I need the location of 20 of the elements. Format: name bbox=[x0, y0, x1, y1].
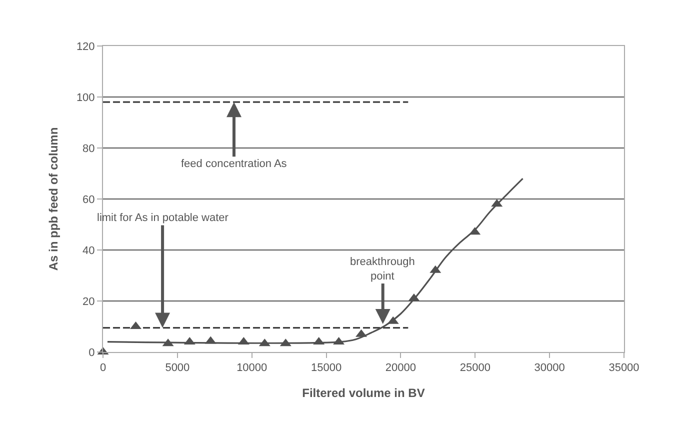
y-tick-label: 40 bbox=[82, 244, 95, 257]
y-tick-label: 20 bbox=[82, 296, 95, 308]
annotation: feed concentration As bbox=[181, 158, 288, 170]
annotation: limit for As in potable water bbox=[97, 212, 229, 224]
y-tick-label: 60 bbox=[82, 194, 95, 206]
x-tick-label: 15000 bbox=[310, 362, 342, 374]
x-tick-label: 25000 bbox=[460, 362, 490, 374]
x-tick-label: 5000 bbox=[165, 362, 190, 374]
x-tick-label: 10000 bbox=[236, 362, 268, 374]
y-tick-label: 120 bbox=[76, 40, 95, 53]
annotation: breakthrough point bbox=[350, 256, 415, 282]
x-tick-label: 20000 bbox=[385, 362, 416, 374]
y-tick-label: 80 bbox=[82, 142, 95, 155]
y-tick-label: 0 bbox=[88, 346, 95, 359]
x-axis-title: Filtered volume in BV bbox=[302, 386, 425, 400]
y-tick-label: 100 bbox=[76, 92, 95, 104]
y-axis-title: As in ppb feed of column bbox=[46, 127, 61, 271]
x-tick-label: 30000 bbox=[534, 362, 565, 374]
x-tick-label: 35000 bbox=[608, 362, 640, 374]
x-tick-label: 0 bbox=[100, 362, 106, 374]
